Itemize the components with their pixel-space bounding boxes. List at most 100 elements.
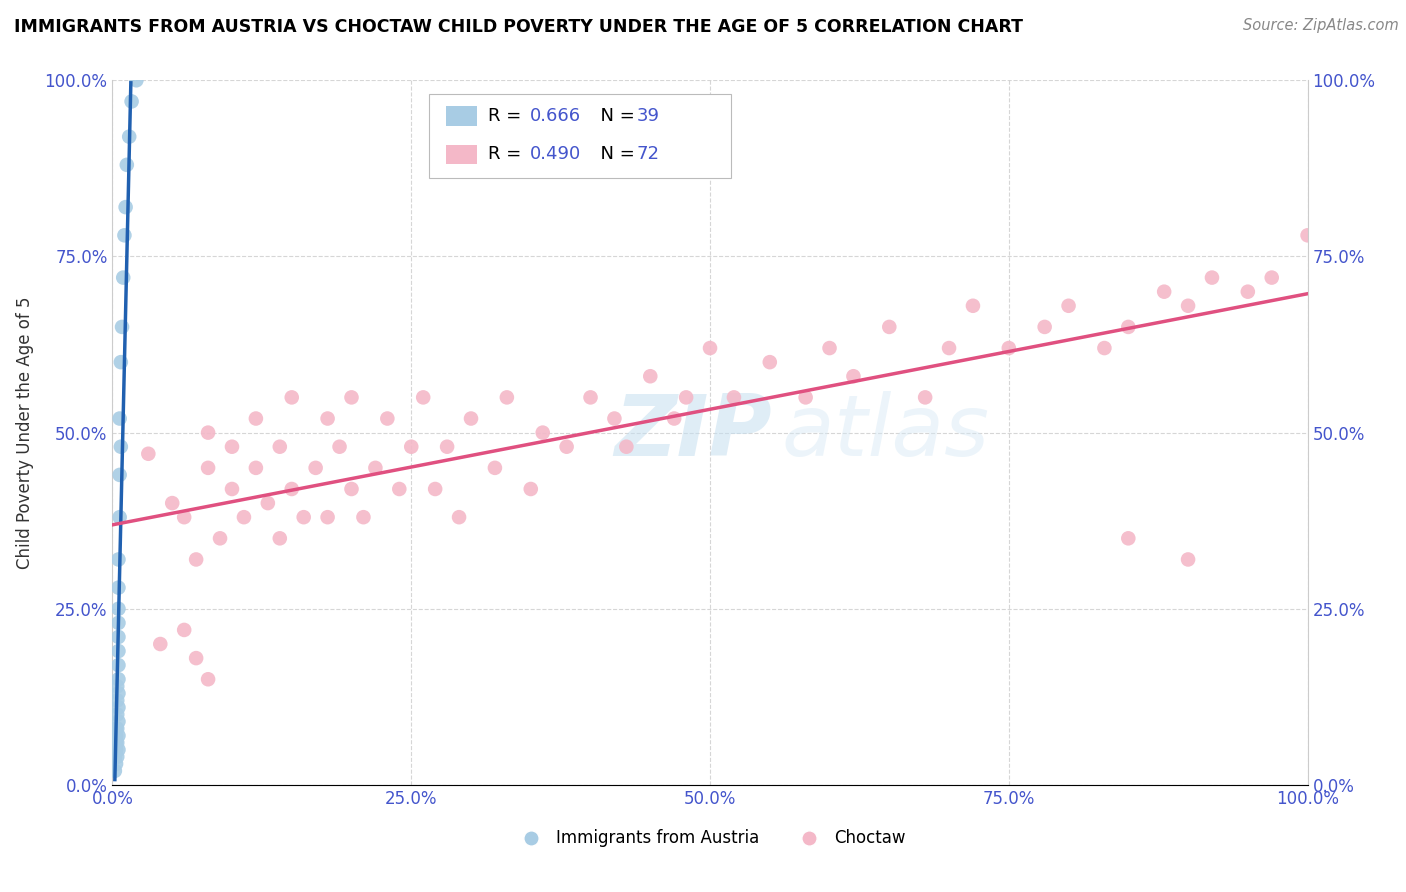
Point [173, 510, 195, 524]
Text: R =: R = [488, 107, 527, 125]
Point [364, 460, 387, 475]
Text: ZIP: ZIP [614, 391, 772, 475]
Point [115, 158, 138, 172]
Point [425, 482, 447, 496]
Point [640, 369, 662, 384]
Text: 0.666: 0.666 [530, 107, 581, 125]
Point [388, 482, 411, 496]
Point [107, 552, 129, 566]
Point [221, 482, 243, 496]
Point [186, 651, 208, 665]
Point [436, 440, 458, 454]
Point [531, 425, 554, 440]
Text: N =: N = [589, 145, 641, 163]
Point [699, 341, 721, 355]
Point [105, 742, 128, 756]
Point [664, 411, 686, 425]
Point [818, 341, 841, 355]
Point [105, 722, 128, 736]
Point [1177, 552, 1199, 566]
Point [305, 460, 328, 475]
Legend: Immigrants from Austria, Choctaw: Immigrants from Austria, Choctaw [508, 822, 912, 855]
Point [105, 729, 128, 743]
Text: atlas: atlas [782, 391, 990, 475]
Text: 72: 72 [637, 145, 659, 163]
Point [149, 637, 172, 651]
Point [108, 411, 131, 425]
Point [1057, 299, 1080, 313]
Point [316, 411, 339, 425]
Point [723, 391, 745, 405]
Point [579, 391, 602, 405]
Point [125, 73, 148, 87]
Point [998, 341, 1021, 355]
Point [316, 510, 339, 524]
Point [520, 482, 543, 496]
Point [675, 391, 697, 405]
Point [107, 601, 129, 615]
Point [105, 707, 128, 722]
Point [269, 440, 291, 454]
Point [1118, 532, 1140, 546]
Point [1261, 270, 1284, 285]
Point [460, 411, 482, 425]
Point [107, 673, 129, 687]
Point [842, 369, 865, 384]
Point [104, 749, 127, 764]
Point [108, 467, 131, 482]
Point [1296, 228, 1319, 243]
Point [107, 729, 129, 743]
Point [340, 391, 363, 405]
Point [107, 700, 129, 714]
Point [107, 581, 129, 595]
Point [292, 510, 315, 524]
Point [105, 749, 128, 764]
Point [603, 411, 626, 425]
Point [245, 460, 267, 475]
Y-axis label: Child Poverty Under the Age of 5: Child Poverty Under the Age of 5 [15, 296, 34, 569]
Point [269, 532, 291, 546]
Point [107, 615, 129, 630]
Point [107, 742, 129, 756]
Point [329, 440, 352, 454]
Point [138, 447, 160, 461]
Point [105, 756, 128, 771]
Point [197, 460, 219, 475]
Point [962, 299, 984, 313]
Point [616, 440, 638, 454]
Point [401, 440, 423, 454]
Text: 39: 39 [637, 107, 659, 125]
Point [938, 341, 960, 355]
Point [118, 129, 141, 144]
Point [197, 673, 219, 687]
Point [197, 425, 219, 440]
Point [914, 391, 936, 405]
Point [496, 391, 519, 405]
Point [114, 228, 135, 243]
Point [340, 482, 363, 496]
Point [105, 736, 128, 750]
Point [281, 482, 304, 496]
Point [1033, 320, 1056, 334]
Point [221, 440, 243, 454]
Point [114, 200, 136, 214]
Point [1237, 285, 1260, 299]
Point [245, 411, 267, 425]
Point [794, 391, 817, 405]
Point [173, 623, 195, 637]
Text: 0.490: 0.490 [530, 145, 581, 163]
Point [352, 510, 374, 524]
Point [1177, 299, 1199, 313]
Point [107, 644, 129, 658]
Point [162, 496, 183, 510]
Point [257, 496, 280, 510]
Point [105, 736, 128, 750]
Text: R =: R = [488, 145, 527, 163]
Point [111, 320, 134, 334]
Point [107, 658, 129, 673]
Point [1118, 320, 1140, 334]
Point [107, 630, 129, 644]
Point [110, 355, 132, 369]
Point [759, 355, 782, 369]
Point [377, 411, 399, 425]
